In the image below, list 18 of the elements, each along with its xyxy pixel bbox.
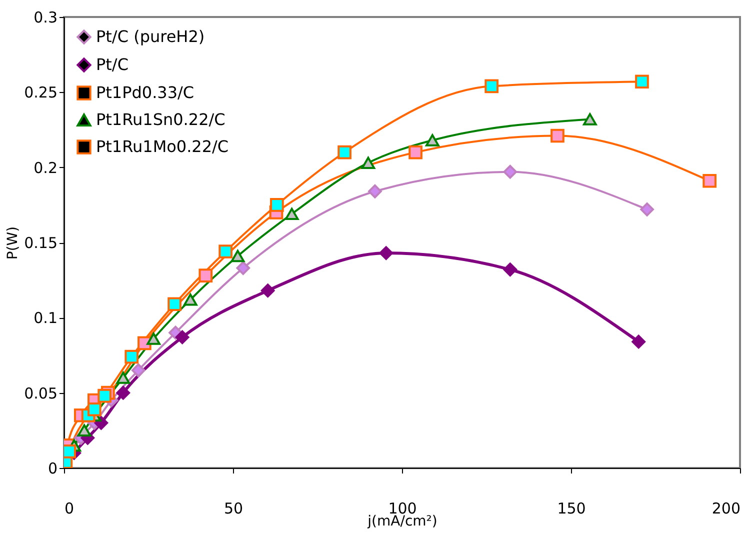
x-tick-label: 200 [712, 500, 740, 518]
y-tick-label: 0.2 [34, 158, 58, 177]
x-tick-label: 150 [557, 500, 586, 518]
y-tick-label: 0.15 [24, 234, 58, 252]
y-tick-label: 0 [48, 460, 58, 478]
x-tick-label: 0 [64, 500, 74, 518]
x-axis-title: j(mA/cm²) [366, 514, 438, 530]
legend-label: Pt/C (pureH2) [96, 27, 205, 46]
y-tick-label: 0.25 [24, 84, 58, 102]
legend-label: Pt1Ru1Mo0.22/C [96, 137, 229, 156]
y-tick-label: 0.3 [34, 8, 58, 26]
y-axis-title: P(W) [5, 226, 22, 260]
legend-label: Pt/C [96, 55, 128, 74]
legend-label: Pt1Pd0.33/C [96, 83, 194, 102]
y-tick-label: 0.1 [34, 309, 58, 328]
y-tick-label: 0.05 [24, 384, 58, 402]
x-tick-label: 50 [224, 500, 244, 518]
legend-label: Pt1Ru1Sn0.22/C [96, 110, 226, 129]
